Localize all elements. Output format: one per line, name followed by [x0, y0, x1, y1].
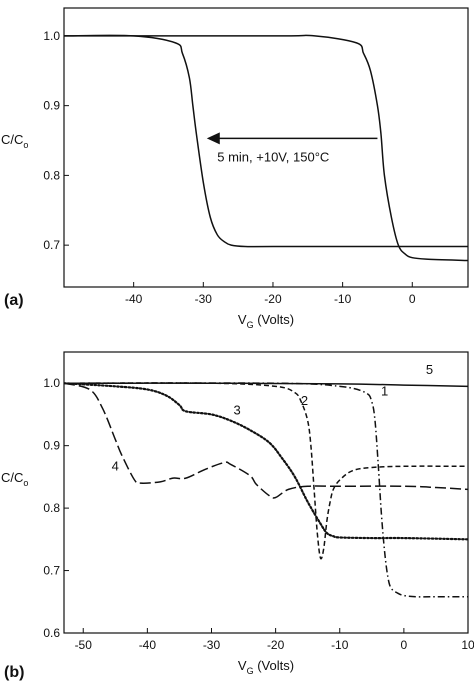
series-line-1 — [64, 382, 468, 598]
y-tick-label: 0.8 — [43, 501, 60, 515]
x-tick-label: -30 — [195, 292, 213, 306]
series-label-2: 2 — [301, 393, 308, 408]
x-tick-label: -20 — [264, 292, 282, 306]
x-tick-label: -30 — [203, 638, 221, 652]
x-tick-label: -50 — [75, 638, 93, 652]
y-axis-label: C/Co — [1, 132, 28, 150]
series-line-1 — [64, 34, 468, 248]
x-tick-label: 0 — [401, 638, 408, 652]
y-tick-label: 0.9 — [43, 439, 60, 453]
x-tick-label: 0 — [409, 292, 416, 306]
x-tick-label: -40 — [125, 292, 143, 306]
annotation-text: 5 min, +10V, 150°C — [217, 149, 329, 164]
y-axis-label: C/Co — [1, 470, 28, 488]
series-label-3: 3 — [234, 402, 241, 417]
panel-label: (b) — [4, 664, 24, 681]
y-tick-label: 0.8 — [43, 168, 60, 182]
series-line-3 — [64, 382, 468, 541]
panel-label: (a) — [4, 292, 24, 309]
series-line-2 — [64, 382, 468, 560]
x-tick-label: -40 — [139, 638, 157, 652]
plot-frame — [63, 351, 469, 634]
plot-frame — [63, 7, 469, 288]
series-line-4 — [64, 382, 468, 499]
x-axis-label: VG (Volts) — [238, 312, 294, 330]
y-tick-label: 0.7 — [43, 564, 60, 578]
x-tick-label: -10 — [334, 292, 352, 306]
series-line-5 — [64, 382, 468, 388]
annotation-arrow-head — [206, 132, 220, 145]
y-tick-label: 0.6 — [43, 626, 60, 640]
series-line-2 — [64, 34, 468, 262]
panel-a-chart: -40 -30 -20 -10 0 0.7 0.8 0.9 1.0 C/Co VG (Volts) (… — [1, 7, 469, 330]
series-label-5: 5 — [426, 362, 433, 377]
x-tick-label: -20 — [267, 638, 285, 652]
x-tick-label: 10 — [461, 638, 474, 652]
y-tick-label: 1.0 — [43, 376, 60, 390]
series-label-1: 1 — [381, 384, 388, 399]
y-tick-label: 0.9 — [43, 99, 60, 113]
y-tick-label: 1.0 — [43, 29, 60, 43]
x-axis-label: VG (Volts) — [238, 658, 294, 676]
panel-b-chart: -50 -40 -30 -20 -10 0 10 0.6 0.7 0.8 0.9 1.0 C/Co VG … — [1, 351, 474, 681]
y-tick-label: 0.7 — [43, 238, 60, 252]
x-tick-label: -10 — [331, 638, 349, 652]
series-label-4: 4 — [112, 459, 119, 474]
